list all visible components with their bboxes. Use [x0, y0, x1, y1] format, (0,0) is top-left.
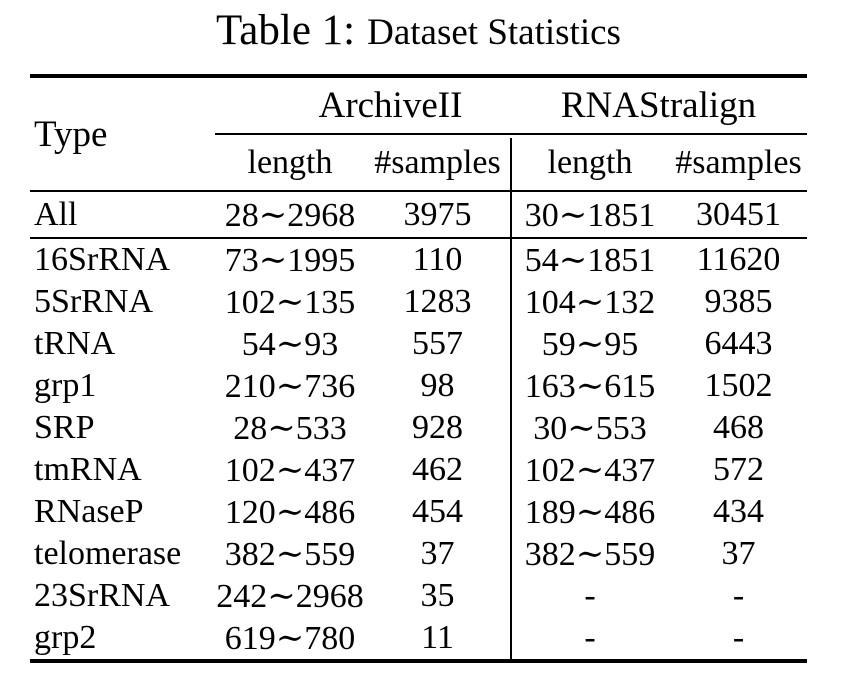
subheader-archiveii-length: length: [247, 143, 333, 181]
table-row-tmrna: tmRNA 102∼437 462 102∼437 572: [30, 449, 807, 491]
row-rnastralign-length: 59∼95: [541, 326, 639, 363]
row-archiveii-samples: 454: [412, 493, 463, 530]
table-row-5srrna: 5SrRNA 102∼135 1283 104∼132 9385: [30, 281, 807, 323]
table-row-grp1: grp1 210∼736 98 163∼615 1502: [30, 365, 807, 407]
subheader-rnastralign-length: length: [547, 143, 633, 181]
table-row-srp: SRP 28∼533 928 30∼553 468: [30, 407, 807, 449]
row-archiveii-samples: 35: [420, 577, 455, 614]
header-rule: [30, 190, 807, 192]
table-row-16srrna: 16SrRNA 73∼1995 110 54∼1851 11620: [30, 239, 807, 281]
row-rnastralign-samples: 37: [721, 535, 756, 572]
row-rnastralign-length: -: [584, 619, 596, 656]
row-archiveii-samples: 98: [420, 367, 455, 404]
row-rnastralign-length: 163∼615: [524, 368, 656, 405]
table-caption-label: Table 1:: [216, 7, 356, 54]
row-rnastralign-samples: 572: [713, 451, 764, 488]
row-type: tRNA: [34, 325, 116, 362]
dataset-statistics-table: Type ArchiveII RNAStralign length #sampl…: [30, 74, 807, 663]
table-row-trna: tRNA 54∼93 557 59∼95 6443: [30, 323, 807, 365]
row-archiveii-length: 242∼2968: [216, 578, 364, 615]
subheader-rnastralign-samples: #samples: [675, 143, 802, 181]
row-rnastralign-length: -: [584, 577, 596, 614]
row-type: grp1: [34, 367, 97, 404]
row-archiveii-samples: 1283: [403, 283, 472, 320]
row-rnastralign-length: 102∼437: [524, 452, 656, 489]
row-rnastralign-samples: 30451: [696, 195, 781, 233]
table-row-23srrna: 23SrRNA 242∼2968 35 - -: [30, 575, 807, 617]
table-caption-title: Dataset Statistics: [367, 12, 621, 53]
row-archiveii-samples: 3975: [403, 195, 472, 233]
row-archiveii-length: 102∼437: [224, 452, 356, 489]
row-archiveii-length: 210∼736: [224, 368, 356, 405]
group-header-underline: [215, 133, 807, 135]
row-archiveii-samples: 37: [420, 535, 455, 572]
subheader-row: length #samples length #samples: [30, 135, 807, 190]
row-rnastralign-length: 30∼1851: [524, 196, 656, 234]
row-archiveii-samples: 11: [421, 619, 454, 656]
row-type: 5SrRNA: [34, 283, 154, 320]
table-row-all: All 28∼2968 3975 30∼1851 30451: [30, 192, 807, 237]
row-rnastralign-samples: -: [732, 619, 745, 656]
row-type: grp2: [34, 619, 97, 656]
row-archiveii-length: 102∼135: [224, 284, 356, 321]
row-archiveii-length: 28∼2968: [224, 196, 356, 234]
row-rnastralign-samples: 468: [713, 409, 764, 446]
group-header-rnastralign: RNAStralign: [560, 85, 757, 126]
subheader-archiveii-samples: #samples: [374, 143, 501, 181]
row-archiveii-length: 120∼486: [224, 494, 356, 531]
group-header-row: ArchiveII RNAStralign: [30, 78, 807, 133]
row-type: RNaseP: [34, 493, 144, 530]
top-rule: [30, 74, 807, 78]
row-rnastralign-samples: 11620: [696, 241, 781, 278]
group-divider-line: [510, 138, 512, 659]
bottom-rule: [30, 659, 807, 663]
row-rnastralign-samples: 9385: [704, 283, 773, 320]
row-type: 16SrRNA: [34, 241, 171, 278]
row-type: 23SrRNA: [34, 577, 171, 614]
table-row-rnasep: RNaseP 120∼486 454 189∼486 434: [30, 491, 807, 533]
row-rnastralign-samples: -: [732, 577, 745, 614]
table-row-telomerase: telomerase 382∼559 37 382∼559 37: [30, 533, 807, 575]
row-type: telomerase: [34, 535, 182, 572]
row-archiveii-samples: 928: [412, 409, 463, 446]
row-rnastralign-samples: 434: [713, 493, 764, 530]
row-archiveii-samples: 462: [412, 451, 463, 488]
row-type: tmRNA: [34, 451, 142, 488]
row-rnastralign-length: 30∼553: [533, 410, 647, 447]
row-rnastralign-samples: 1502: [704, 367, 773, 404]
row-archiveii-length: 382∼559: [224, 536, 356, 573]
table-row-grp2: grp2 619∼780 11 - -: [30, 617, 807, 659]
row-archiveii-length: 28∼533: [233, 410, 347, 447]
row-archiveii-length: 73∼1995: [224, 242, 356, 279]
row-rnastralign-length: 189∼486: [524, 494, 656, 531]
row-archiveii-samples: 110: [412, 241, 463, 278]
row-rnastralign-length: 382∼559: [524, 536, 656, 573]
row-type: SRP: [34, 409, 95, 446]
column-header-type: Type: [34, 113, 108, 155]
all-row-rule: [30, 237, 807, 239]
row-rnastralign-length: 104∼132: [524, 284, 656, 321]
row-archiveii-samples: 557: [412, 325, 463, 362]
table-caption: Table 1: Dataset Statistics: [30, 6, 807, 55]
row-type: All: [34, 195, 78, 233]
group-header-archiveii: ArchiveII: [318, 85, 463, 126]
table-header: Type ArchiveII RNAStralign length #sampl…: [30, 78, 807, 190]
row-rnastralign-samples: 6443: [704, 325, 773, 362]
row-archiveii-length: 619∼780: [224, 620, 356, 657]
row-rnastralign-length: 54∼1851: [524, 242, 656, 279]
row-archiveii-length: 54∼93: [241, 326, 339, 363]
